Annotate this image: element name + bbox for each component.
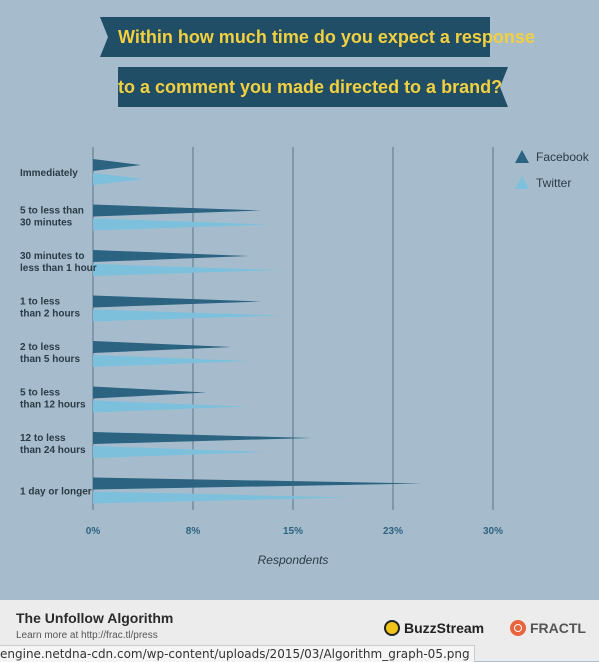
x-tick-label: 15% bbox=[283, 526, 303, 537]
category-label-line: than 2 hours bbox=[20, 309, 80, 320]
category-label-line: 30 minutes to bbox=[20, 251, 84, 262]
bar-twitter bbox=[93, 218, 271, 231]
category-label-line: Immediately bbox=[20, 168, 78, 179]
x-tick-labels: 0% 8% 15% 23% 30% bbox=[86, 526, 503, 537]
legend-marker bbox=[515, 176, 529, 189]
category-label-line: 5 to less than bbox=[20, 206, 84, 217]
category-label-line: 1 to less bbox=[20, 297, 60, 308]
bar-facebook bbox=[93, 432, 312, 444]
footer-link-text: Learn more at http://frac.tl/press bbox=[16, 630, 158, 641]
category-label: 2 to less than 5 hours bbox=[20, 342, 80, 365]
category-label: 30 minutes to less than 1 hour bbox=[20, 251, 97, 274]
category-label: 1 day or longer bbox=[20, 487, 92, 498]
banner-ribbons bbox=[100, 17, 508, 107]
legend-marker bbox=[515, 150, 529, 163]
bar-facebook bbox=[93, 250, 249, 262]
chart-stage: Immediately 5 to less than 30 minutes 30 mi… bbox=[20, 17, 590, 567]
title-banner-line2: to a comment you made directed to a bran… bbox=[118, 67, 502, 107]
bar-facebook bbox=[93, 295, 261, 308]
bar-twitter bbox=[93, 446, 267, 458]
category-label: 5 to less than 30 minutes bbox=[20, 206, 84, 229]
category-label: 12 to less than 24 hours bbox=[20, 433, 86, 456]
category-label: 5 to less than 12 hours bbox=[20, 388, 86, 411]
footer-title: The Unfollow Algorithm bbox=[16, 610, 174, 626]
bar-facebook bbox=[93, 386, 207, 399]
category-label-line: than 12 hours bbox=[20, 400, 86, 411]
bar-twitter bbox=[93, 355, 249, 367]
legend-label: Facebook bbox=[536, 150, 590, 164]
legend-label: Twitter bbox=[536, 176, 571, 190]
bar-twitter bbox=[93, 173, 144, 185]
category-label-line: than 24 hours bbox=[20, 445, 86, 456]
x-tick-label: 30% bbox=[483, 526, 503, 537]
bar-facebook bbox=[93, 477, 423, 490]
bar-twitter bbox=[93, 400, 247, 413]
bar-facebook bbox=[93, 341, 232, 353]
bar-facebook bbox=[93, 204, 261, 217]
chart-bars bbox=[93, 159, 423, 504]
x-tick-label: 8% bbox=[186, 526, 201, 537]
banner-ribbon-right bbox=[490, 67, 508, 107]
buzzstream-logo: BuzzStream bbox=[384, 620, 484, 636]
category-label: 1 to less than 2 hours bbox=[20, 297, 80, 320]
title-banner-line1: Within how much time do you expect a res… bbox=[118, 17, 535, 57]
fractl-ball-icon bbox=[510, 620, 526, 636]
x-tick-label: 23% bbox=[383, 526, 403, 537]
category-label-line: 2 to less bbox=[20, 342, 60, 353]
bar-twitter bbox=[93, 491, 349, 504]
legend: Facebook Twitter bbox=[515, 150, 590, 190]
x-axis-label: Respondents bbox=[258, 553, 329, 567]
bar-twitter bbox=[93, 264, 280, 276]
x-tick-label: 0% bbox=[86, 526, 101, 537]
banner-ribbon-left bbox=[100, 17, 118, 57]
status-url: engine.netdna-cdn.com/wp-content/uploads… bbox=[0, 645, 475, 662]
category-label: Immediately bbox=[20, 168, 78, 179]
bar-facebook bbox=[93, 159, 141, 171]
fractl-logo: FRACTL bbox=[510, 620, 586, 636]
fractl-brand-text: FRACTL bbox=[530, 620, 586, 636]
buzzstream-brand-text: BuzzStream bbox=[404, 620, 485, 636]
category-label-line: than 5 hours bbox=[20, 354, 80, 365]
category-label-line: 1 day or longer bbox=[20, 487, 92, 498]
bee-icon bbox=[384, 620, 400, 636]
category-label-line: 5 to less bbox=[20, 388, 60, 399]
category-label-line: 30 minutes bbox=[20, 218, 73, 229]
bar-twitter bbox=[93, 309, 283, 322]
category-label-line: less than 1 hour bbox=[20, 263, 97, 274]
category-label-line: 12 to less bbox=[20, 433, 66, 444]
